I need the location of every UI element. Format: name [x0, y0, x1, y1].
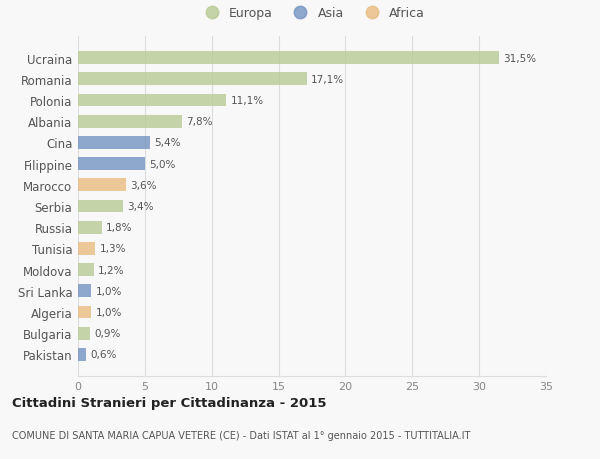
Bar: [78, 73, 307, 86]
Bar: [78, 200, 124, 213]
Text: 31,5%: 31,5%: [503, 54, 536, 63]
Text: 17,1%: 17,1%: [311, 75, 344, 84]
Bar: [78, 95, 226, 107]
Bar: [78, 263, 94, 276]
Bar: [78, 306, 91, 319]
Text: 0,6%: 0,6%: [90, 350, 116, 359]
Text: 5,4%: 5,4%: [154, 138, 181, 148]
Bar: [78, 285, 91, 297]
Bar: [78, 221, 102, 234]
Text: Cittadini Stranieri per Cittadinanza - 2015: Cittadini Stranieri per Cittadinanza - 2…: [12, 396, 326, 409]
Bar: [78, 327, 90, 340]
Bar: [78, 52, 499, 65]
Bar: [78, 242, 95, 255]
Text: COMUNE DI SANTA MARIA CAPUA VETERE (CE) - Dati ISTAT al 1° gennaio 2015 - TUTTIT: COMUNE DI SANTA MARIA CAPUA VETERE (CE) …: [12, 431, 470, 440]
Text: 1,0%: 1,0%: [95, 286, 122, 296]
Text: 3,6%: 3,6%: [130, 180, 157, 190]
Text: 5,0%: 5,0%: [149, 159, 175, 169]
Text: 7,8%: 7,8%: [187, 117, 213, 127]
Bar: [78, 179, 126, 192]
Bar: [78, 116, 182, 129]
Text: 1,2%: 1,2%: [98, 265, 125, 275]
Text: 1,3%: 1,3%: [100, 244, 126, 254]
Text: 1,8%: 1,8%: [106, 223, 133, 233]
Text: 1,0%: 1,0%: [95, 308, 122, 317]
Legend: Europa, Asia, Africa: Europa, Asia, Africa: [194, 2, 430, 25]
Text: 11,1%: 11,1%: [230, 96, 263, 106]
Bar: [78, 348, 86, 361]
Text: 0,9%: 0,9%: [94, 329, 121, 338]
Text: 3,4%: 3,4%: [127, 202, 154, 212]
Bar: [78, 137, 150, 150]
Bar: [78, 158, 145, 171]
